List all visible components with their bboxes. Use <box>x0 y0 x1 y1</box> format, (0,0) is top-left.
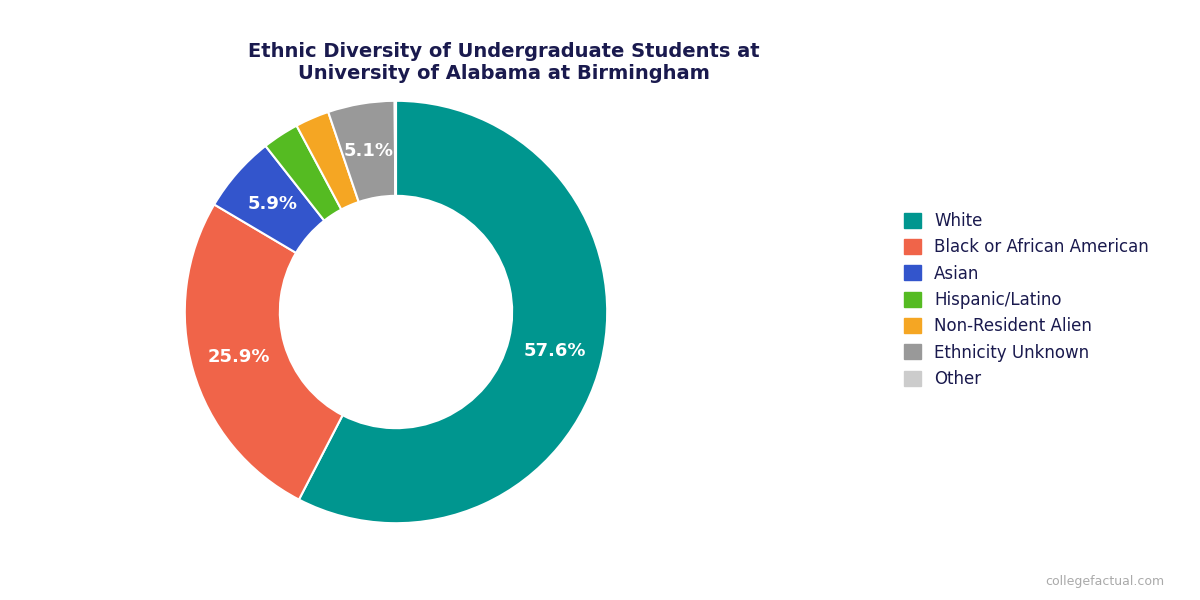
Wedge shape <box>395 101 396 196</box>
Wedge shape <box>185 205 343 500</box>
Text: 25.9%: 25.9% <box>208 348 270 366</box>
Wedge shape <box>299 101 607 523</box>
Wedge shape <box>296 112 359 209</box>
Text: 5.9%: 5.9% <box>248 195 298 213</box>
Text: 5.1%: 5.1% <box>344 142 394 160</box>
Text: 57.6%: 57.6% <box>523 342 587 360</box>
Wedge shape <box>215 146 324 253</box>
Text: collegefactual.com: collegefactual.com <box>1045 575 1164 588</box>
Legend: White, Black or African American, Asian, Hispanic/Latino, Non-Resident Alien, Et: White, Black or African American, Asian,… <box>898 205 1156 395</box>
Wedge shape <box>329 101 395 202</box>
Text: Ethnic Diversity of Undergraduate Students at
University of Alabama at Birmingha: Ethnic Diversity of Undergraduate Studen… <box>248 42 760 83</box>
Wedge shape <box>265 125 341 221</box>
